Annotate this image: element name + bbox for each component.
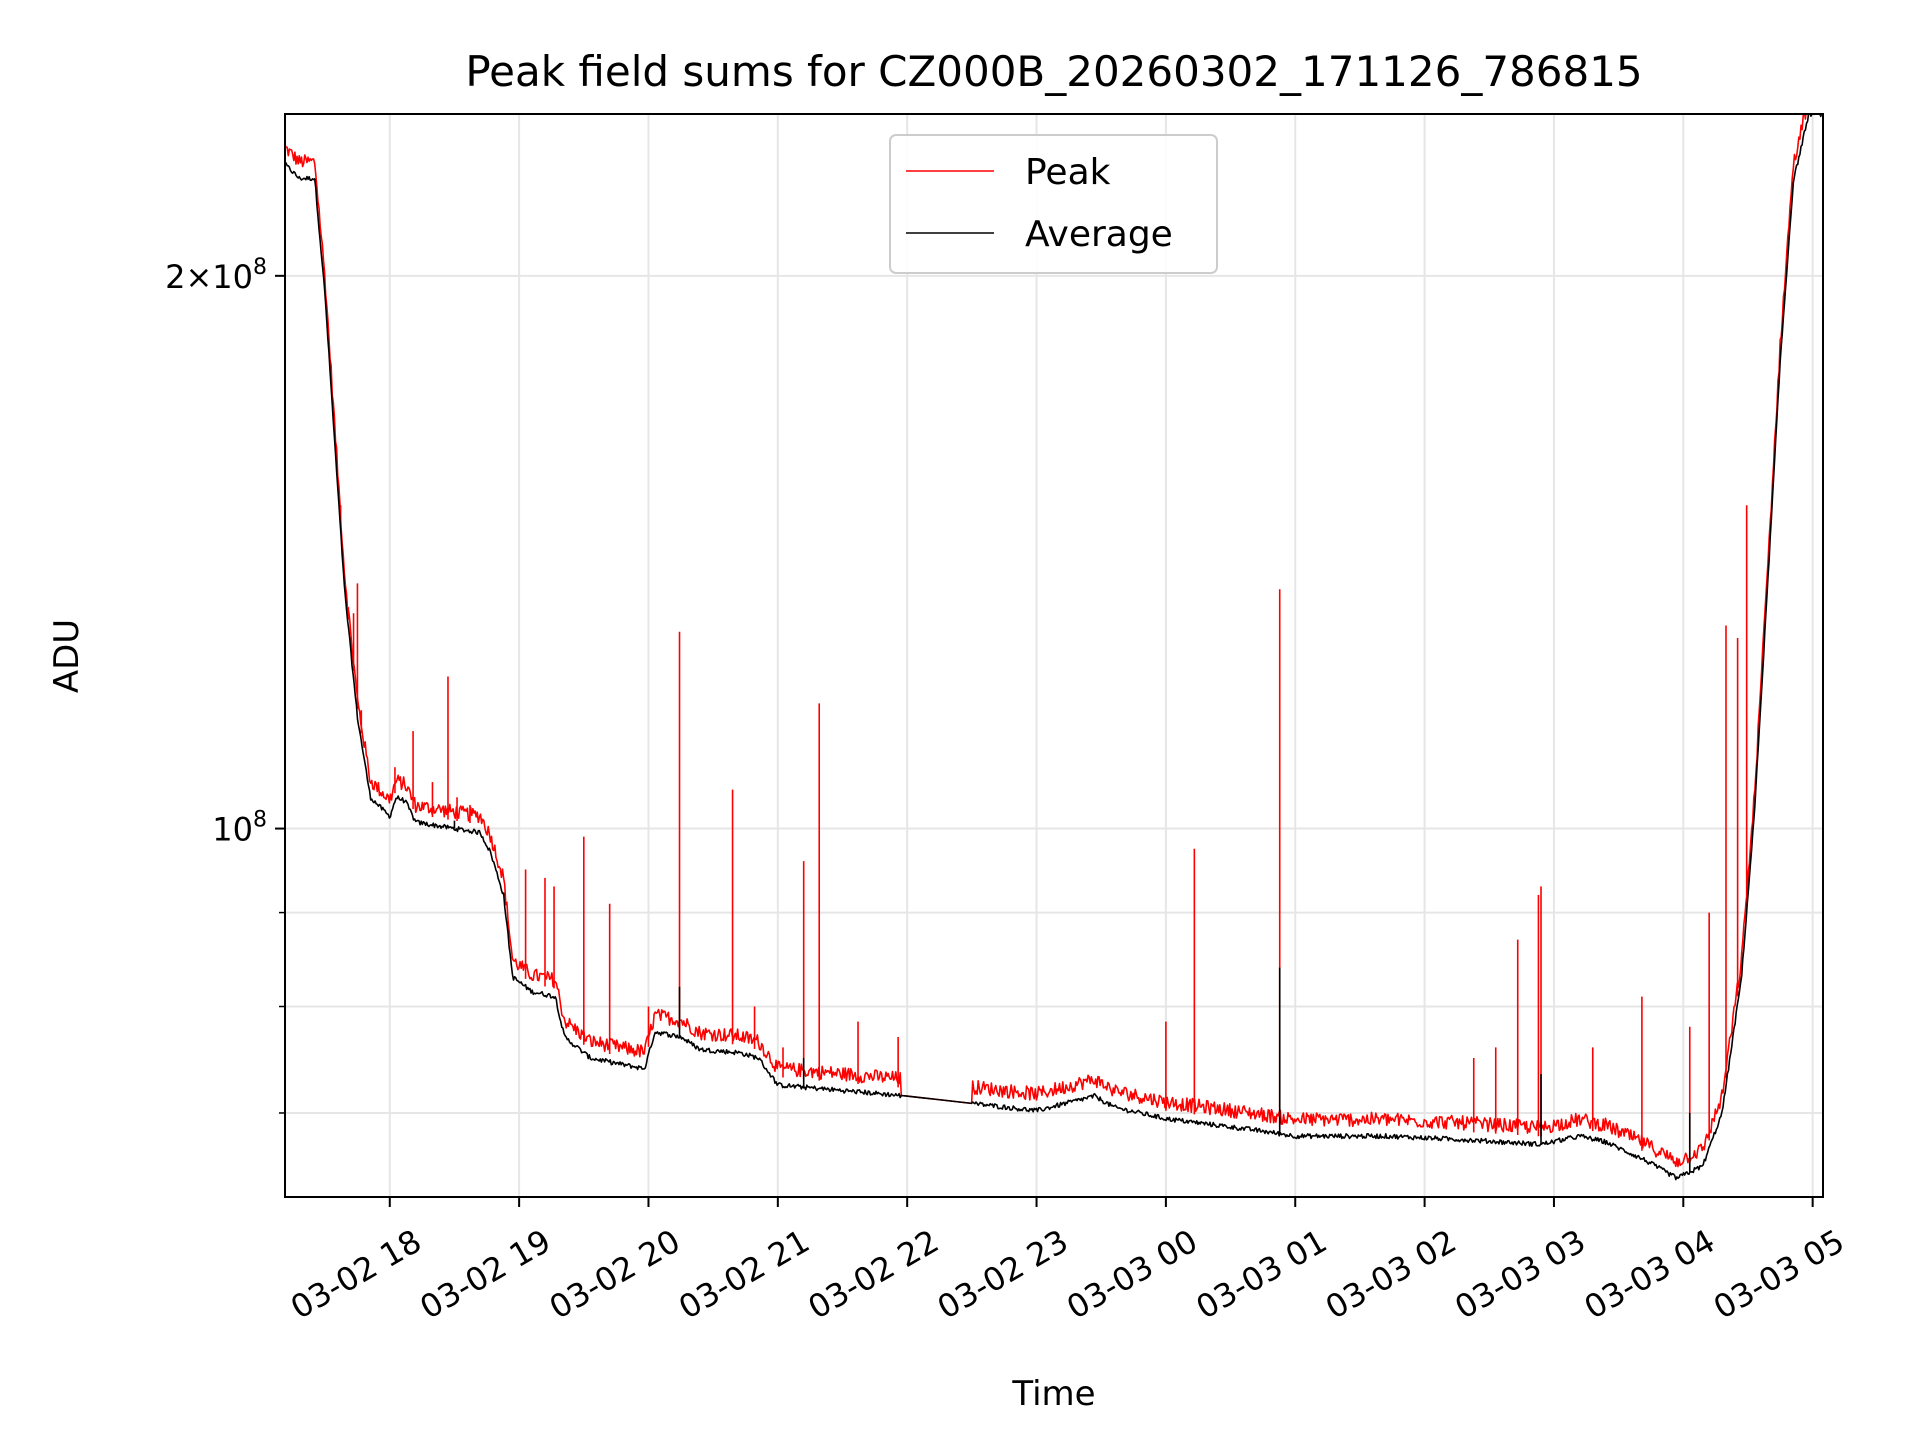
plot-frame xyxy=(284,113,1824,1198)
y-tick-exponent: 8 xyxy=(253,255,267,280)
legend: Peak Average xyxy=(889,134,1218,274)
average-series-line xyxy=(285,114,1823,1181)
x-axis-label: Time xyxy=(1011,1374,1095,1414)
y-tick-exponent: 8 xyxy=(253,808,267,833)
series-layer xyxy=(285,114,1823,1181)
y-tick-label: 108 xyxy=(212,808,267,849)
legend-peak-label: Peak xyxy=(1025,152,1111,193)
legend-box xyxy=(889,134,1218,274)
y-tick-base: 10 xyxy=(212,811,253,849)
y-axis-label: ADU xyxy=(47,619,87,693)
legend-average-label: Average xyxy=(1025,214,1173,255)
peak-series-line xyxy=(285,114,1807,1168)
chart-title: Peak field sums for CZ000B_20260302_1711… xyxy=(465,47,1642,96)
grid xyxy=(285,114,1823,1197)
y-tick-base: 2×10 xyxy=(165,258,253,296)
y-tick-label: 2×108 xyxy=(165,255,267,296)
